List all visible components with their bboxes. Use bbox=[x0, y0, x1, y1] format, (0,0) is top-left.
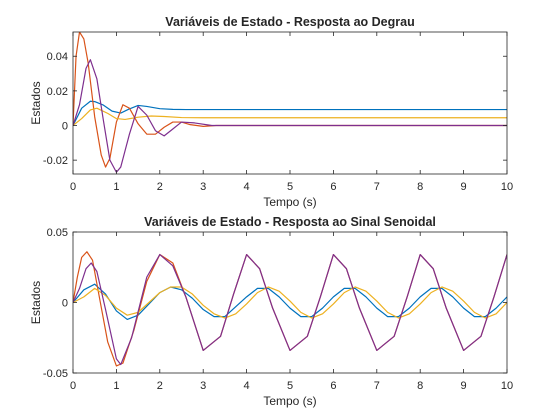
y-tick-label: -0.02 bbox=[43, 155, 68, 167]
y-tick-label: -0.05 bbox=[43, 368, 68, 380]
series-group bbox=[73, 251, 507, 367]
x-tick-label: 3 bbox=[200, 181, 206, 193]
x-axis-label: Tempo (s) bbox=[263, 394, 316, 408]
series-line-1 bbox=[73, 283, 507, 321]
x-tick-label: 0 bbox=[70, 380, 76, 392]
x-tick-label: 8 bbox=[417, 380, 423, 392]
x-tick-label: 1 bbox=[113, 181, 119, 193]
series-line-4 bbox=[73, 253, 507, 366]
axes-1: 0 1 2 3 4 5 6 7 8 9 10 -0.02 0 0.02 0.04 Variáveis de E… bbox=[29, 15, 513, 209]
x-axis-label: Tempo (s) bbox=[263, 195, 316, 209]
y-axis-label: Estados bbox=[29, 281, 43, 324]
series-group bbox=[73, 32, 507, 173]
chart-title: Variáveis de Estado - Resposta ao Degrau bbox=[165, 15, 414, 29]
x-tick-label: 0 bbox=[70, 181, 76, 193]
y-tick-label: 0.05 bbox=[47, 227, 68, 239]
plot-area bbox=[73, 32, 507, 174]
x-tick-label: 6 bbox=[330, 380, 336, 392]
x-tick-label: 2 bbox=[157, 181, 163, 193]
x-tick-label: 10 bbox=[501, 380, 513, 392]
x-tick-label: 2 bbox=[157, 380, 163, 392]
y-tick-label: 0 bbox=[62, 298, 68, 310]
series-line-3 bbox=[73, 107, 507, 126]
x-tick-label: 4 bbox=[244, 181, 250, 193]
plot-area bbox=[73, 232, 507, 373]
y-axis-label: Estados bbox=[29, 81, 43, 124]
x-tick-label: 9 bbox=[461, 181, 467, 193]
x-tick-label: 7 bbox=[374, 380, 380, 392]
series-line-3 bbox=[73, 286, 507, 319]
x-tick-label: 5 bbox=[287, 181, 293, 193]
x-tick-label: 6 bbox=[330, 181, 336, 193]
series-line-4 bbox=[73, 59, 507, 173]
x-tick-label: 10 bbox=[501, 181, 513, 193]
x-tick-label: 7 bbox=[374, 181, 380, 193]
y-tick-label: 0.02 bbox=[47, 86, 68, 98]
x-tick-label: 1 bbox=[113, 380, 119, 392]
x-tick-label: 8 bbox=[417, 181, 423, 193]
x-tick-label: 9 bbox=[461, 380, 467, 392]
series-line-1 bbox=[73, 100, 507, 126]
x-tick-label: 3 bbox=[200, 380, 206, 392]
x-tick-label: 4 bbox=[244, 380, 250, 392]
x-tick-label: 5 bbox=[287, 380, 293, 392]
y-tick-label: 0.04 bbox=[47, 51, 68, 63]
chart-title: Variáveis de Estado - Resposta ao Sinal … bbox=[144, 215, 436, 229]
y-tick-label: 0 bbox=[62, 121, 68, 133]
